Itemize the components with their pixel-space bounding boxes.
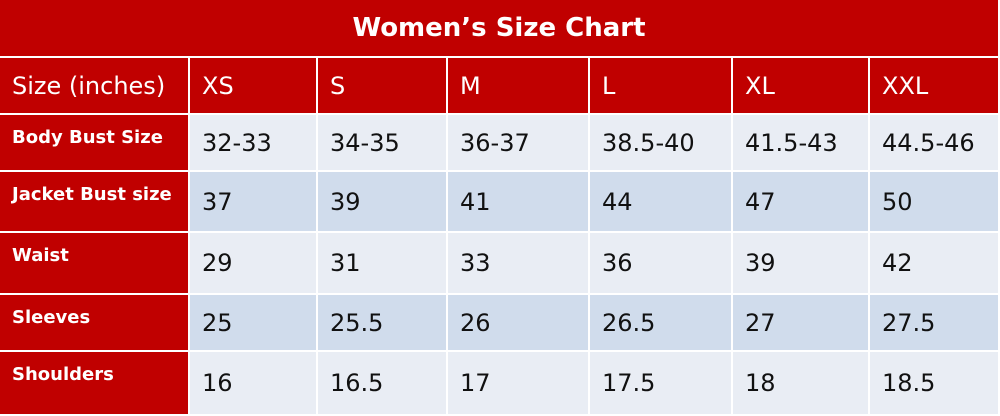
measurement-cell: 41.5-43 — [733, 115, 870, 172]
row-label: Body Bust Size — [0, 115, 190, 172]
table-title: Women’s Size Chart — [0, 0, 1000, 58]
measurement-cell: 17.5 — [590, 352, 733, 416]
measurement-cell: 34-35 — [318, 115, 448, 172]
size-header: XXL — [870, 58, 1000, 115]
measurement-cell: 16 — [190, 352, 318, 416]
measurement-cell: 32-33 — [190, 115, 318, 172]
measurement-cell: 44.5-46 — [870, 115, 1000, 172]
measurement-cell: 36-37 — [448, 115, 590, 172]
measurement-cell: 31 — [318, 233, 448, 295]
measurement-cell: 39 — [733, 233, 870, 295]
measurement-cell: 25 — [190, 295, 318, 352]
size-header: M — [448, 58, 590, 115]
measurement-cell: 27 — [733, 295, 870, 352]
row-label: Waist — [0, 233, 190, 295]
measurement-cell: 27.5 — [870, 295, 1000, 352]
size-header: XL — [733, 58, 870, 115]
measurement-cell: 41 — [448, 172, 590, 233]
measurement-cell: 26.5 — [590, 295, 733, 352]
header-label: Size (inches) — [0, 58, 190, 115]
measurement-cell: 42 — [870, 233, 1000, 295]
measurement-cell: 26 — [448, 295, 590, 352]
measurement-cell: 17 — [448, 352, 590, 416]
measurement-cell: 39 — [318, 172, 448, 233]
measurement-cell: 18.5 — [870, 352, 1000, 416]
row-label: Jacket Bust size — [0, 172, 190, 233]
measurement-cell: 16.5 — [318, 352, 448, 416]
measurement-cell: 37 — [190, 172, 318, 233]
measurement-cell: 47 — [733, 172, 870, 233]
measurement-cell: 50 — [870, 172, 1000, 233]
measurement-cell: 36 — [590, 233, 733, 295]
measurement-cell: 38.5-40 — [590, 115, 733, 172]
size-header: L — [590, 58, 733, 115]
measurement-cell: 29 — [190, 233, 318, 295]
measurement-cell: 25.5 — [318, 295, 448, 352]
row-label: Sleeves — [0, 295, 190, 352]
row-label: Shoulders — [0, 352, 190, 416]
size-header: XS — [190, 58, 318, 115]
measurement-cell: 18 — [733, 352, 870, 416]
measurement-cell: 33 — [448, 233, 590, 295]
size-header: S — [318, 58, 448, 115]
measurement-cell: 44 — [590, 172, 733, 233]
